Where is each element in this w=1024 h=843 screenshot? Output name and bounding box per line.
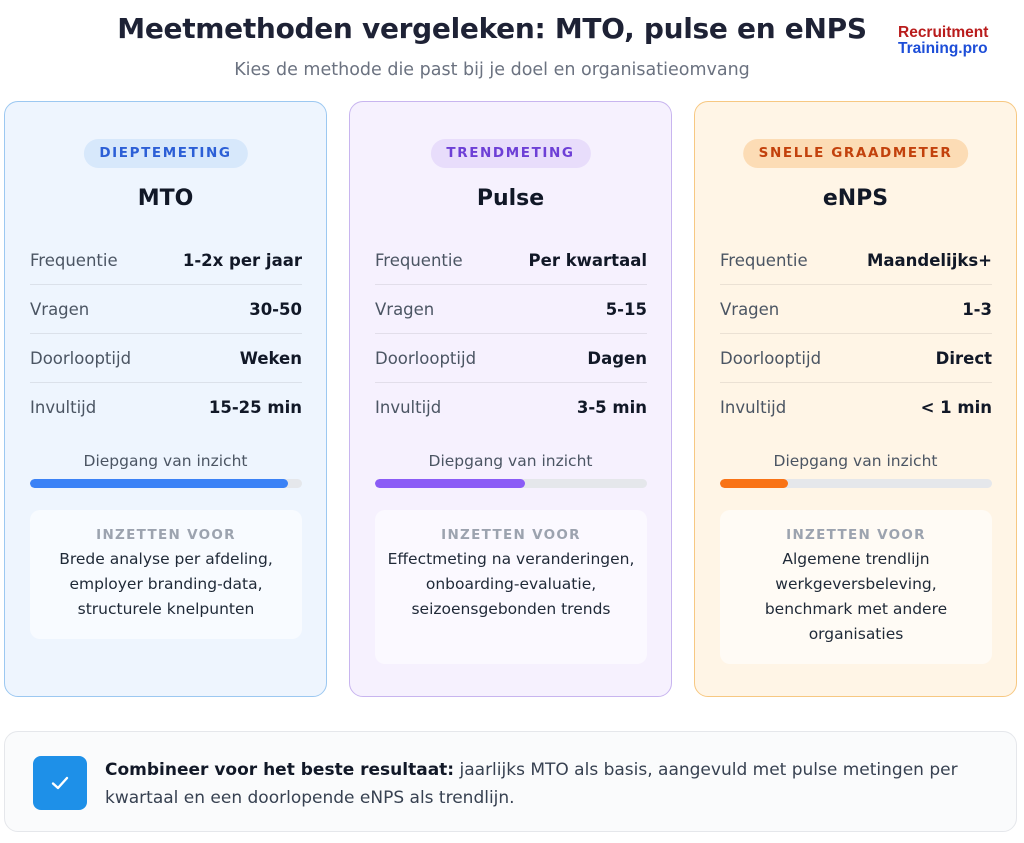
use-case-heading: INZETTEN VOOR	[441, 527, 581, 543]
spec-row-vragen: Vragen 1-3	[720, 285, 992, 334]
card-title: Pulse	[476, 186, 545, 211]
spec-value: 15-25 min	[208, 398, 302, 417]
spec-label: Invultijd	[30, 398, 97, 417]
method-card-enps: SNELLE GRAADMETER eNPS Frequentie Maandel…	[694, 101, 1017, 697]
spec-label: Doorlooptijd	[375, 348, 477, 368]
combine-tip-body: jaarlijks MTO als basis, aangevuld met p…	[105, 760, 958, 808]
method-card-pulse: TRENDMETING Pulse Frequentie Per kwartaal…	[349, 101, 672, 697]
spec-label: Invultijd	[720, 398, 787, 417]
spec-label: Doorlooptijd	[720, 348, 822, 368]
spec-row-doorlooptijd: Doorlooptijd Direct	[720, 334, 992, 383]
spec-list: Frequentie Per kwartaal Vragen 5-15 Doorlo…	[375, 236, 647, 432]
spec-row-frequentie: Frequentie 1-2x per jaar	[30, 236, 302, 285]
card-badge: DIEPTEMETING	[83, 139, 248, 168]
brand-logo: Recruitment Training.pro	[898, 25, 988, 57]
depth-bar-fill	[720, 479, 788, 488]
spec-value: Direct	[935, 348, 992, 368]
spec-row-vragen: Vragen 5-15	[375, 285, 647, 334]
spec-row-frequentie: Frequentie Per kwartaal	[375, 236, 647, 285]
spec-row-frequentie: Frequentie Maandelijks+	[720, 236, 992, 285]
spec-value: 5-15	[605, 299, 647, 319]
spec-list: Frequentie 1-2x per jaar Vragen 30-50 Door…	[30, 236, 302, 432]
spec-row-invultijd: Invultijd < 1 min	[720, 383, 992, 432]
depth-bar	[375, 479, 647, 488]
page-subtitle: Kies de methode die past bij je doel en …	[234, 60, 750, 80]
depth-bar	[30, 479, 302, 488]
spec-label: Doorlooptijd	[30, 348, 132, 368]
spec-value: 1-2x per jaar	[182, 250, 302, 270]
method-card-mto: DIEPTEMETING MTO Frequentie 1-2x per jaar…	[4, 101, 327, 697]
spec-value: Weken	[239, 348, 302, 368]
card-badge: SNELLE GRAADMETER	[742, 139, 969, 168]
spec-row-doorlooptijd: Doorlooptijd Dagen	[375, 334, 647, 383]
spec-label: Vragen	[30, 299, 90, 319]
spec-list: Frequentie Maandelijks+ Vragen 1-3 Doorloo…	[720, 236, 992, 432]
use-case-box: INZETTEN VOOR Brede analyse per afdeling…	[30, 510, 302, 639]
spec-label: Vragen	[720, 299, 780, 319]
depth-label: Diepgang van inzicht	[773, 452, 938, 470]
depth-label: Diepgang van inzicht	[428, 452, 593, 470]
use-case-text: Brede analyse per afdeling, employer bra…	[59, 550, 273, 618]
page-title: Meetmethoden vergeleken: MTO, pulse en e…	[117, 12, 867, 45]
spec-label: Frequentie	[375, 250, 463, 270]
spec-row-invultijd: Invultijd 3-5 min	[375, 383, 647, 432]
spec-row-doorlooptijd: Doorlooptijd Weken	[30, 334, 302, 383]
spec-row-vragen: Vragen 30-50	[30, 285, 302, 334]
use-case-box: INZETTEN VOOR Effectmeting na veranderin…	[375, 510, 647, 664]
spec-label: Vragen	[375, 299, 435, 319]
spec-label: Frequentie	[30, 250, 118, 270]
spec-label: Frequentie	[720, 250, 808, 270]
checkmark-icon	[33, 756, 87, 810]
spec-value: < 1 min	[920, 398, 992, 417]
combine-tip-box: Combineer voor het beste resultaat: jaar…	[4, 731, 1017, 832]
use-case-heading: INZETTEN VOOR	[786, 527, 926, 543]
spec-row-invultijd: Invultijd 15-25 min	[30, 383, 302, 432]
combine-tip-text: Combineer voor het beste resultaat: jaar…	[105, 756, 985, 812]
use-case-box: INZETTEN VOOR Algemene trendlijn werkgev…	[720, 510, 992, 664]
use-case-text: Algemene trendlijn werkgeversbeleving, b…	[764, 550, 948, 643]
depth-bar	[720, 479, 992, 488]
card-title: MTO	[137, 186, 194, 211]
spec-value: 1-3	[962, 299, 992, 319]
spec-value: Per kwartaal	[528, 250, 647, 270]
spec-value: 30-50	[249, 299, 302, 319]
use-case-heading: INZETTEN VOOR	[96, 527, 236, 543]
use-case-text: Effectmeting na veranderingen, onboardin…	[387, 550, 635, 618]
depth-bar-fill	[375, 479, 525, 488]
logo-line-2: Training.pro	[898, 40, 988, 57]
spec-value: 3-5 min	[576, 398, 647, 417]
spec-value: Maandelijks+	[866, 250, 992, 270]
combine-tip-bold: Combineer voor het beste resultaat:	[105, 760, 455, 780]
card-title: eNPS	[822, 186, 889, 211]
card-badge: TRENDMETING	[430, 139, 591, 168]
depth-label: Diepgang van inzicht	[83, 452, 248, 470]
header: Meetmethoden vergeleken: MTO, pulse en e…	[0, 0, 1024, 100]
spec-label: Invultijd	[375, 398, 442, 417]
logo-line-1: Recruitment	[898, 24, 989, 41]
depth-bar-fill	[30, 479, 289, 488]
spec-value: Dagen	[587, 348, 647, 368]
